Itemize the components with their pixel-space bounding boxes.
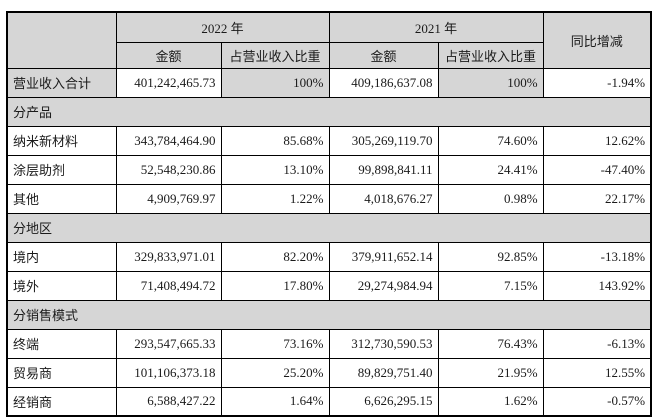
proportion-2022-value: 100%	[220, 67, 330, 98]
yoy-change-value: 143.92%	[542, 270, 652, 301]
corner-blank-cell	[6, 11, 117, 69]
year-2022-header: 2022 年	[115, 11, 330, 43]
section-header-label: 分产品	[6, 96, 652, 127]
amount-2021-value: 89,829,751.40	[328, 357, 439, 388]
table-row: 境外 71,408,494.72 17.80% 29,274,984.94 7.15% 1…	[6, 270, 652, 301]
proportion-2021-value: 7.15%	[437, 270, 544, 301]
row-label: 其他	[6, 183, 117, 214]
amount-2021-value: 99,898,841.11	[328, 154, 439, 185]
amount-2022-value: 101,106,373.18	[115, 357, 222, 388]
table-row: 其他 4,909,769.97 1.22% 4,018,676.27 0.98% 22.1…	[6, 183, 652, 214]
amount-2022-value: 52,548,230.86	[115, 154, 222, 185]
amount-2021-value: 305,269,119.70	[328, 125, 439, 156]
yoy-change-value: -13.18%	[542, 241, 652, 272]
year-2021-header: 2021 年	[328, 11, 544, 43]
table-row: 终端 293,547,665.33 73.16% 312,730,590.53 76.4…	[6, 328, 652, 359]
amount-2021-value: 29,274,984.94	[328, 270, 439, 301]
amount-2021-value: 312,730,590.53	[328, 328, 439, 359]
row-label: 营业收入合计	[6, 67, 117, 98]
amount-2022-value: 329,833,971.01	[115, 241, 222, 272]
proportion-2022-value: 1.64%	[220, 386, 330, 417]
row-label: 境外	[6, 270, 117, 301]
amount-2021-header: 金额	[328, 41, 439, 69]
proportion-2021-value: 21.95%	[437, 357, 544, 388]
yoy-change-header: 同比增减	[542, 11, 652, 69]
row-label: 涂层助剂	[6, 154, 117, 185]
section-row: 分产品	[6, 96, 652, 127]
amount-2022-value: 401,242,465.73	[115, 67, 222, 98]
row-label: 境内	[6, 241, 117, 272]
proportion-2021-value: 100%	[437, 67, 544, 98]
section-header-label: 分销售模式	[6, 299, 652, 330]
revenue-breakdown-table: 2022 年 2021 年 同比增减 金额 占营业收入比重 金额 占营业收入比重…	[6, 11, 653, 417]
table-row: 涂层助剂 52,548,230.86 13.10% 99,898,841.11 24.4…	[6, 154, 652, 185]
proportion-2022-value: 82.20%	[220, 241, 330, 272]
proportion-2022-value: 13.10%	[220, 154, 330, 185]
table-row: 营业收入合计 401,242,465.73 100% 409,186,637.08 10…	[6, 67, 652, 98]
section-row: 分销售模式	[6, 299, 652, 330]
proportion-2021-value: 0.98%	[437, 183, 544, 214]
proportion-2021-value: 24.41%	[437, 154, 544, 185]
table-row: 纳米新材料 343,784,464.90 85.68% 305,269,119.70 7…	[6, 125, 652, 156]
amount-2022-value: 71,408,494.72	[115, 270, 222, 301]
yoy-change-value: -0.57%	[542, 386, 652, 417]
proportion-2021-value: 92.85%	[437, 241, 544, 272]
amount-2021-value: 409,186,637.08	[328, 67, 439, 98]
amount-2021-value: 379,911,652.14	[328, 241, 439, 272]
proportion-2021-header: 占营业收入比重	[437, 41, 544, 69]
section-row: 分地区	[6, 212, 652, 243]
yoy-change-value: -47.40%	[542, 154, 652, 185]
table-row: 经销商 6,588,427.22 1.64% 6,626,295.15 1.62% -0.…	[6, 386, 652, 417]
table-row: 境内 329,833,971.01 82.20% 379,911,652.14 92.8…	[6, 241, 652, 272]
yoy-change-value: -6.13%	[542, 328, 652, 359]
amount-2021-value: 6,626,295.15	[328, 386, 439, 417]
proportion-2022-value: 17.80%	[220, 270, 330, 301]
yoy-change-value: -1.94%	[542, 67, 652, 98]
proportion-2022-value: 25.20%	[220, 357, 330, 388]
table-row: 贸易商 101,106,373.18 25.20% 89,829,751.40 21.9…	[6, 357, 652, 388]
amount-2022-header: 金额	[115, 41, 222, 69]
proportion-2022-value: 85.68%	[220, 125, 330, 156]
proportion-2021-value: 76.43%	[437, 328, 544, 359]
section-header-label: 分地区	[6, 212, 652, 243]
amount-2022-value: 6,588,427.22	[115, 386, 222, 417]
row-label: 贸易商	[6, 357, 117, 388]
proportion-2021-value: 74.60%	[437, 125, 544, 156]
yoy-change-value: 12.62%	[542, 125, 652, 156]
proportion-2022-value: 73.16%	[220, 328, 330, 359]
amount-2022-value: 4,909,769.97	[115, 183, 222, 214]
proportion-2022-value: 1.22%	[220, 183, 330, 214]
proportion-2022-header: 占营业收入比重	[220, 41, 330, 69]
row-label: 终端	[6, 328, 117, 359]
proportion-2021-value: 1.62%	[437, 386, 544, 417]
amount-2022-value: 293,547,665.33	[115, 328, 222, 359]
yoy-change-value: 22.17%	[542, 183, 652, 214]
yoy-change-value: 12.55%	[542, 357, 652, 388]
amount-2022-value: 343,784,464.90	[115, 125, 222, 156]
amount-2021-value: 4,018,676.27	[328, 183, 439, 214]
row-label: 纳米新材料	[6, 125, 117, 156]
row-label: 经销商	[6, 386, 117, 417]
